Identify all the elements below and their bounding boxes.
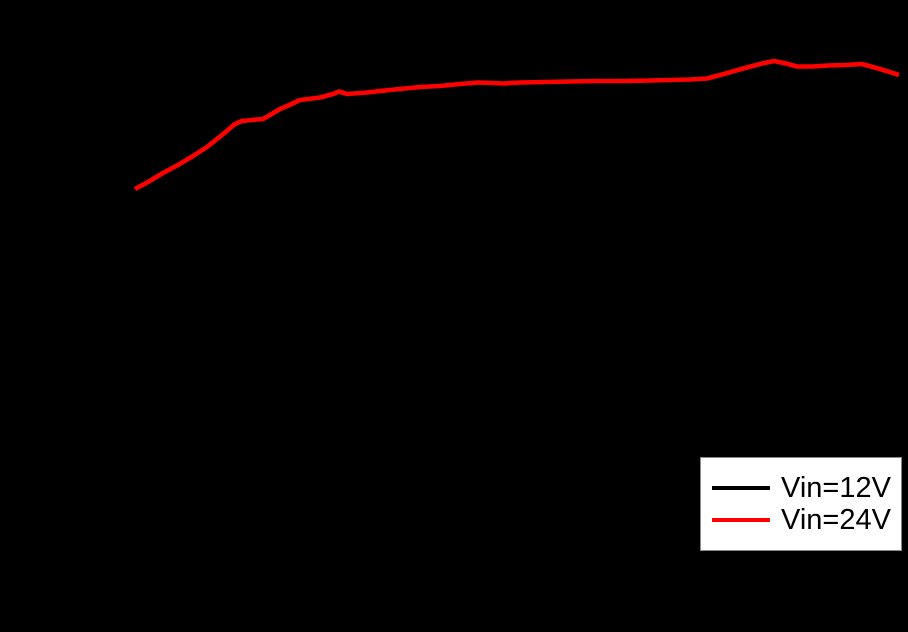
legend: Vin=12V Vin=24V: [700, 457, 902, 551]
legend-swatch-vin24v: [712, 518, 770, 522]
legend-label-vin24v: Vin=24V: [781, 504, 891, 536]
legend-swatch-vin12v: [712, 486, 770, 490]
legend-entry-vin24v: Vin=24V: [701, 504, 901, 536]
legend-label-vin12v: Vin=12V: [781, 472, 891, 504]
series-vin24v-line: [133, 58, 900, 192]
legend-entry-vin12v: Vin=12V: [701, 472, 901, 504]
